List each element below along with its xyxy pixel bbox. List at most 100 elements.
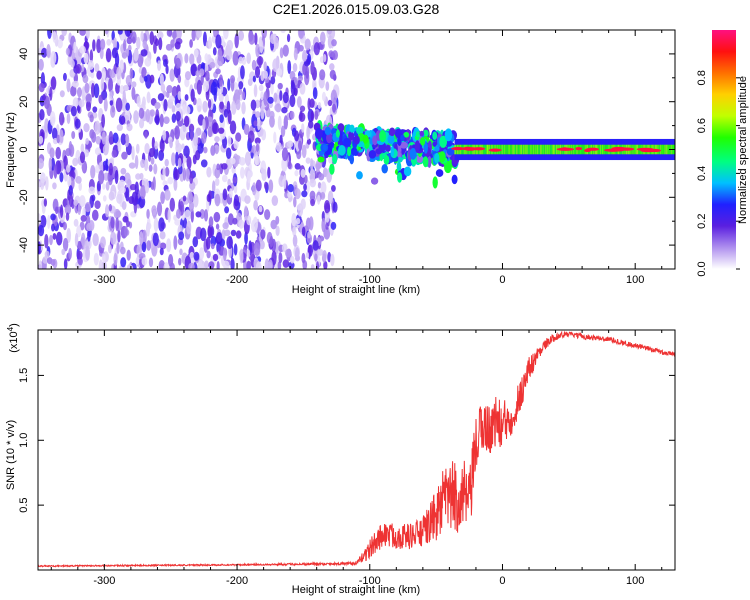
heatmap-cell xyxy=(129,67,134,80)
heatmap-cell xyxy=(287,60,292,75)
heatmap-cell xyxy=(72,157,79,167)
heatmap-cell xyxy=(235,99,241,111)
heatmap-cell xyxy=(116,124,123,132)
heatmap-cell xyxy=(435,169,444,177)
heatmap-cell xyxy=(233,243,238,256)
heatmap-cell xyxy=(403,166,412,177)
heatmap-cell xyxy=(286,33,291,43)
heatmap-cell xyxy=(52,182,57,190)
x-tick-label: 0 xyxy=(499,575,505,587)
heatmap-cell xyxy=(177,91,182,101)
heatmap-cell xyxy=(289,94,296,108)
heatmap-cell xyxy=(133,48,139,62)
heatmap-cell xyxy=(255,43,261,58)
heatmap-cell xyxy=(329,69,336,80)
heatmap-cell xyxy=(73,199,79,206)
heatmap-cell xyxy=(171,31,177,39)
heatmap-cell xyxy=(316,194,321,205)
heatmap-cell xyxy=(38,58,44,71)
heatmap-cell xyxy=(159,242,167,250)
heatmap-cell xyxy=(174,125,180,140)
heatmap-cell xyxy=(121,52,128,59)
heatmap-cell xyxy=(306,125,310,140)
heatmap-cell xyxy=(64,204,72,215)
heatmap-cell xyxy=(348,131,355,141)
heatmap-cell xyxy=(125,220,130,228)
heatmap-cell xyxy=(320,181,327,194)
heatmap-cell xyxy=(439,135,448,148)
heatmap-cell xyxy=(135,173,142,180)
heatmap-cell xyxy=(139,172,144,180)
heatmap-cell xyxy=(46,44,51,58)
heatmap-cell xyxy=(164,189,171,201)
heatmap-cell xyxy=(49,147,55,159)
heatmap-cell xyxy=(210,243,215,250)
heatmap-cell xyxy=(39,109,45,121)
heatmap-cell xyxy=(38,224,45,237)
heatmap-cell xyxy=(287,191,292,198)
heatmap-cell xyxy=(166,85,173,94)
heatmap-cell xyxy=(190,88,195,102)
heatmap-cell xyxy=(227,78,231,91)
heatmap-cell xyxy=(301,226,306,237)
heatmap-cell xyxy=(109,89,115,97)
heatmap-cell xyxy=(190,208,194,223)
heatmap-cell xyxy=(66,228,72,243)
snr-panel: -300 -200 -100 0 100 0.5 1.0 1.5 Height of stra… xyxy=(5,323,676,596)
heatmap-cell xyxy=(80,64,85,73)
heatmap-cell xyxy=(310,110,315,122)
heatmap-cell xyxy=(388,127,396,137)
heatmap-cell xyxy=(156,201,163,217)
heatmap-cell xyxy=(304,38,311,51)
heatmap-cell xyxy=(62,237,69,252)
heatmap-cell xyxy=(198,247,205,260)
heatmap-cell xyxy=(108,162,113,176)
heatmap-cell xyxy=(154,115,160,124)
heatmap-cell xyxy=(187,158,192,170)
heatmap-cell xyxy=(423,141,429,154)
heatmap-cell xyxy=(98,259,103,269)
heatmap-cell xyxy=(244,231,248,245)
heatmap-cell xyxy=(222,247,227,262)
heatmap-cell xyxy=(228,188,233,199)
heatmap-cell xyxy=(312,87,318,100)
heatmap-cell xyxy=(270,81,274,95)
heatmap-cell xyxy=(301,144,307,159)
heatmap-cell xyxy=(61,30,68,37)
heatmap-cell xyxy=(271,250,277,266)
heatmap-cell xyxy=(235,230,242,239)
heatmap-cell xyxy=(254,32,258,46)
heatmap-cell xyxy=(109,99,114,106)
heatmap-cell xyxy=(184,115,190,127)
heatmap-cell xyxy=(560,147,569,151)
heatmap-cell xyxy=(75,176,82,184)
heatmap-cell xyxy=(62,221,67,231)
heatmap-cell xyxy=(255,261,262,269)
heatmap-cell xyxy=(121,151,128,160)
heatmap-cell xyxy=(144,178,150,194)
x-tick-label: -100 xyxy=(359,274,381,286)
heatmap-cell xyxy=(299,82,306,95)
heatmap-cell xyxy=(148,164,153,172)
heatmap-cell xyxy=(294,188,301,200)
y-tick-label: 40 xyxy=(18,48,30,60)
heatmap-cell xyxy=(141,257,148,266)
heatmap-cell xyxy=(267,96,274,104)
heatmap-cell xyxy=(281,147,289,162)
heatmap-cell xyxy=(174,57,181,69)
heatmap-cell xyxy=(111,30,115,41)
heatmap-cell xyxy=(149,74,155,84)
heatmap-cell xyxy=(331,185,336,192)
heatmap-cell xyxy=(260,91,264,101)
heatmap-cell xyxy=(319,69,326,81)
heatmap-cell xyxy=(328,155,333,164)
y-tick-label: 0.5 xyxy=(18,497,30,512)
heatmap-cell xyxy=(70,85,77,97)
heatmap-cell xyxy=(222,222,229,230)
heatmap-cell xyxy=(255,143,260,153)
x-tick-label: 0 xyxy=(499,274,505,286)
heatmap-cell xyxy=(210,145,216,156)
heatmap-cell xyxy=(214,147,219,155)
heatmap-cell xyxy=(202,31,207,47)
heatmap-cell xyxy=(246,249,251,258)
